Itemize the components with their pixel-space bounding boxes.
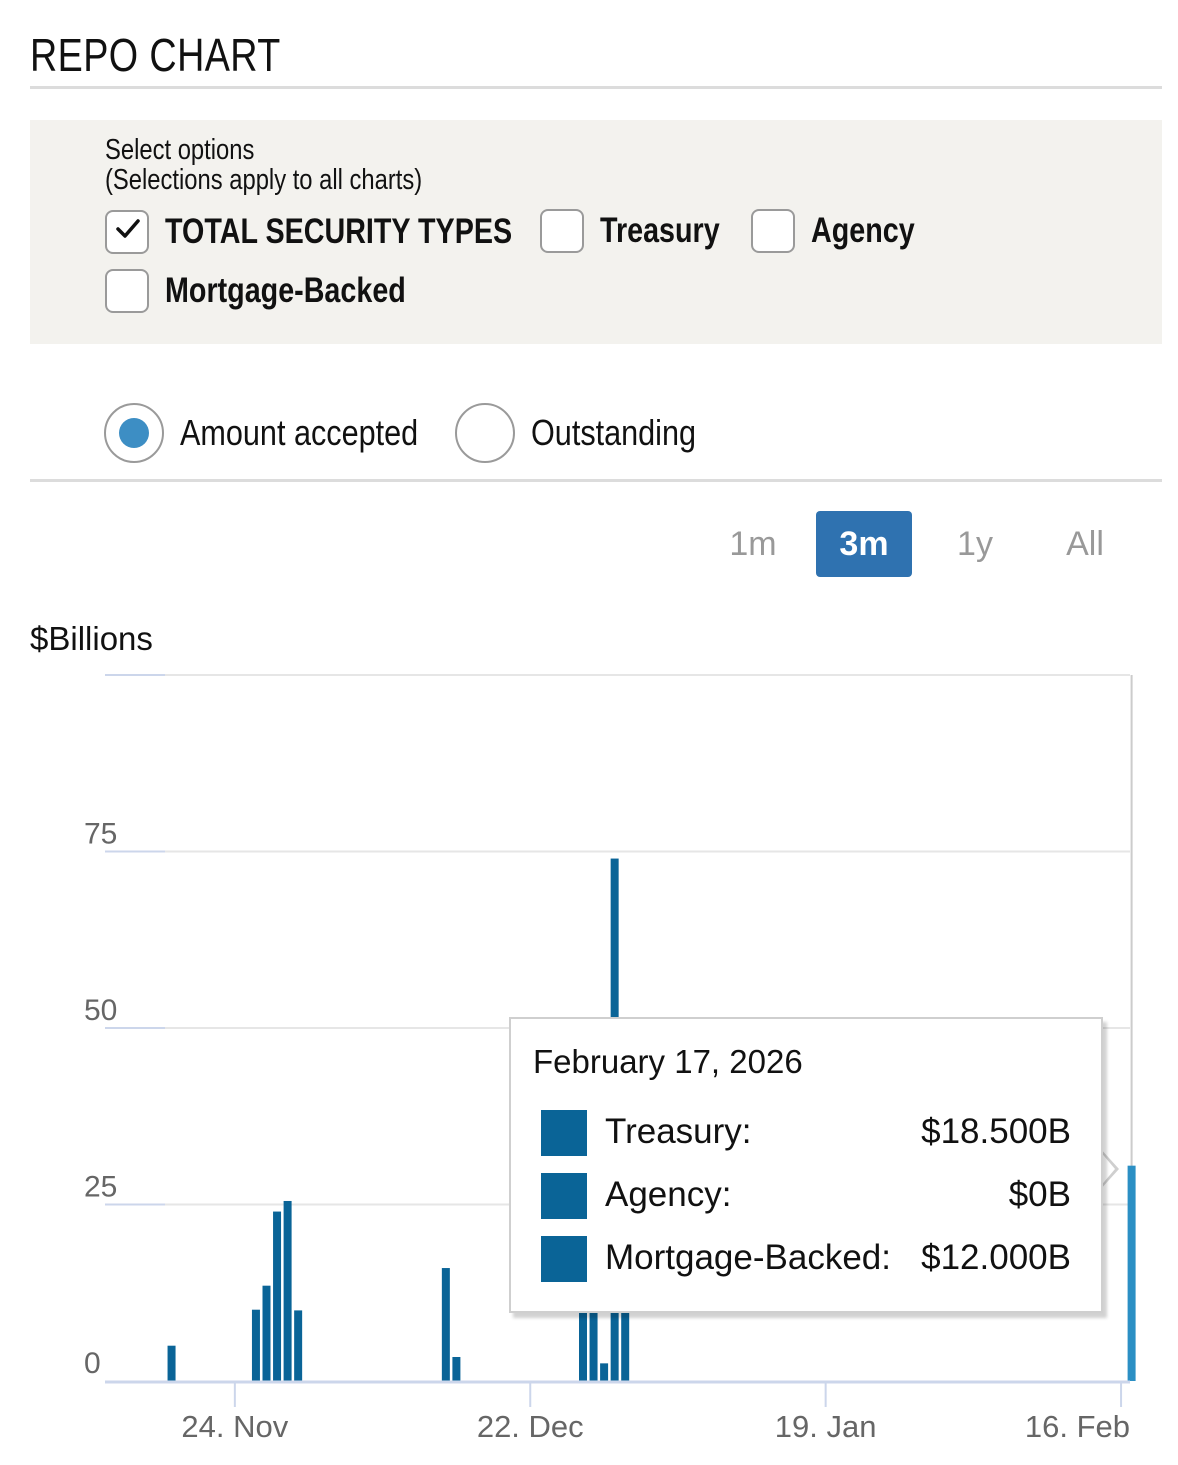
x-tick-label: 22. Dec — [477, 1409, 584, 1444]
y-tick-label: 0 — [84, 1347, 101, 1380]
y-axis-title: $Billions — [30, 620, 153, 657]
chart-tooltip: February 17, 2026 Treasury: $18.500B Age… — [509, 1017, 1103, 1313]
bar — [621, 1282, 630, 1381]
checkbox-label: TOTAL SECURITY TYPES — [165, 212, 513, 251]
tooltip-date: February 17, 2026 — [533, 1043, 803, 1080]
tooltip-series-value: $0B — [1008, 1175, 1071, 1214]
title-divider — [30, 86, 1162, 89]
options-heading: Select options — [105, 134, 255, 166]
x-tick-label: 16. Feb — [1025, 1409, 1130, 1444]
checkbox-box[interactable] — [540, 209, 584, 253]
checkbox-label: Mortgage-Backed — [165, 271, 406, 310]
range-button-1y[interactable]: 1y — [957, 524, 993, 563]
bar — [273, 1211, 282, 1381]
bar — [579, 1296, 587, 1381]
x-tick-label: 24. Nov — [181, 1409, 288, 1444]
radio-amount-accepted[interactable]: Amount accepted — [104, 403, 460, 463]
bar — [441, 1268, 450, 1381]
checkbox-agency[interactable]: Agency — [751, 209, 937, 253]
bar — [589, 1303, 598, 1381]
tooltip-row-mortgage-backed: Mortgage-Backed: $12.000B — [541, 1236, 1071, 1282]
tooltip-series-value: $18.500B — [921, 1112, 1071, 1151]
legend-swatch — [541, 1236, 587, 1282]
bar — [294, 1310, 303, 1381]
page-title: REPO CHART — [30, 29, 281, 81]
checkbox-label: Treasury — [600, 211, 720, 250]
checkbox-box[interactable] — [751, 209, 795, 253]
radio-outstanding[interactable]: Outstanding — [455, 403, 725, 463]
tooltip-series-name: Treasury: — [605, 1112, 752, 1151]
range-button-all[interactable]: All — [1066, 524, 1104, 563]
legend-swatch — [541, 1110, 587, 1156]
radio-circle[interactable] — [104, 403, 164, 463]
bar — [600, 1363, 609, 1381]
tooltip-series-value: $12.000B — [921, 1238, 1071, 1277]
tooltip-series-name: Agency: — [605, 1175, 732, 1214]
radio-divider — [30, 479, 1162, 482]
bar — [1127, 1165, 1136, 1381]
checkbox-label: Agency — [811, 211, 915, 250]
options-subheading: (Selections apply to all charts) — [105, 164, 423, 196]
tooltip-pointer-fill — [1099, 1150, 1115, 1188]
range-button-1m[interactable]: 1m — [729, 524, 777, 563]
checkbox-treasury[interactable]: Treasury — [540, 209, 746, 253]
y-tick-label: 50 — [84, 994, 117, 1027]
radio-circle[interactable] — [455, 403, 515, 463]
checkbox-box[interactable] — [105, 269, 149, 313]
checkmark-icon — [116, 219, 140, 238]
bar — [452, 1356, 461, 1381]
radio-selected-dot — [119, 418, 149, 448]
radio-label: Amount accepted — [180, 412, 419, 453]
tooltip-series-name: Mortgage-Backed: — [605, 1238, 891, 1277]
bar — [251, 1309, 260, 1381]
bar — [283, 1200, 292, 1381]
checkbox-mortgage-backed[interactable]: Mortgage-Backed — [105, 269, 459, 313]
bar — [167, 1345, 176, 1381]
y-tick-label: 75 — [84, 818, 117, 851]
tooltip-row-agency: Agency: $0B — [541, 1173, 1071, 1219]
checkbox-total-security-types[interactable]: TOTAL SECURITY TYPES — [105, 210, 588, 254]
radio-label: Outstanding — [531, 412, 697, 453]
x-tick-label: 19. Jan — [775, 1409, 877, 1444]
bar — [262, 1285, 271, 1381]
tooltip-row-treasury: Treasury: $18.500B — [541, 1110, 1071, 1156]
y-tick-label: 25 — [84, 1171, 117, 1204]
options-panel — [30, 120, 1162, 344]
legend-swatch — [541, 1173, 587, 1219]
checkbox-box[interactable] — [105, 210, 149, 254]
range-button-3m[interactable]: 3m — [816, 511, 912, 577]
